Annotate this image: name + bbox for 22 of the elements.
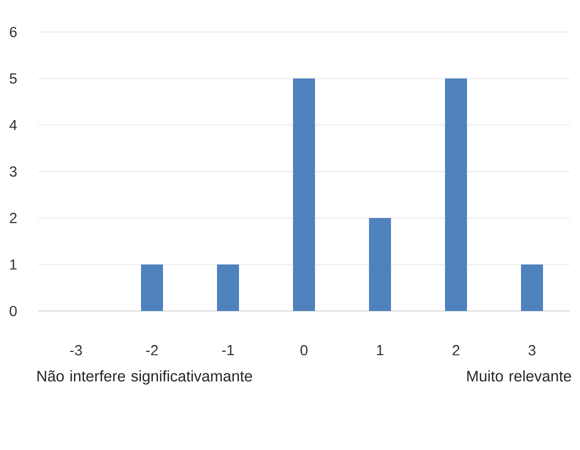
y-tick-label: 4	[9, 120, 17, 130]
bar	[293, 78, 316, 311]
bar	[141, 264, 164, 311]
x-tick-label: 0	[300, 345, 308, 356]
y-tick-label: 0	[10, 306, 17, 316]
x-tick-label: -2	[146, 345, 158, 356]
x-tick-label: -3	[70, 345, 82, 356]
x-tick-label: 1	[377, 345, 384, 356]
bar	[445, 78, 468, 311]
y-tick-label: 5	[10, 73, 17, 84]
x-tick-label: 2	[452, 345, 460, 356]
x-tick-label: 3	[528, 345, 536, 356]
text: Muito relevante	[467, 370, 572, 382]
x-tick-label: -1	[222, 345, 234, 356]
bar	[369, 218, 391, 311]
y-tick-label: 6	[10, 26, 17, 38]
bar	[217, 264, 239, 311]
text: Não interfere significativamante	[38, 370, 252, 385]
y-tick-label: 1	[10, 259, 17, 270]
y-tick-label: 3	[10, 166, 17, 177]
y-tick-label: 2	[10, 212, 17, 224]
bar	[521, 264, 543, 311]
